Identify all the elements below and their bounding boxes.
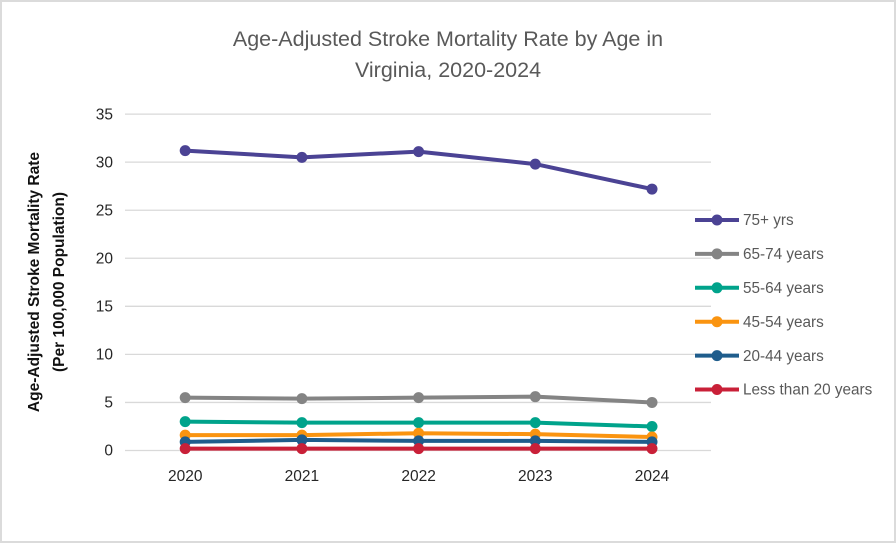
data-point-55-64-years-2020 — [179, 416, 191, 428]
y-axis-tick-label: 35 — [96, 106, 113, 123]
data-point-75-yrs-2020 — [179, 145, 191, 157]
legend-label-20-44-years: 20-44 years — [743, 348, 824, 365]
legend-marker-dot-20-44-years — [711, 350, 723, 362]
x-axis-tick-label: 2024 — [635, 468, 670, 485]
data-point-65-74-years-2022 — [413, 392, 425, 404]
data-point-55-64-years-2023 — [529, 417, 541, 429]
data-point-75-yrs-2024 — [646, 183, 658, 195]
y-axis-tick-label: 0 — [104, 443, 113, 460]
y-axis-tick-label: 25 — [96, 202, 113, 219]
data-point-less-than-20-years-2024 — [646, 443, 658, 455]
y-axis-tick-label: 20 — [96, 250, 114, 267]
data-point-less-than-20-years-2020 — [179, 443, 191, 455]
legend-marker-dot-75-yrs — [711, 214, 723, 226]
legend-label-55-64-years: 55-64 years — [743, 280, 824, 297]
data-point-20-44-years-2022 — [413, 435, 425, 447]
data-point-less-than-20-years-2022 — [413, 443, 425, 455]
x-axis-tick-label: 2023 — [518, 468, 552, 485]
data-point-75-yrs-2021 — [296, 151, 308, 163]
data-point-less-than-20-years-2023 — [529, 443, 541, 455]
data-point-55-64-years-2024 — [646, 420, 658, 432]
y-axis-tick-label: 30 — [96, 154, 114, 171]
data-point-less-than-20-years-2021 — [296, 443, 308, 455]
legend-marker-dot-55-64-years — [711, 282, 723, 294]
data-point-75-yrs-2022 — [413, 146, 425, 158]
data-point-55-64-years-2022 — [413, 417, 425, 429]
chart-title-line-1: Age-Adjusted Stroke Mortality Rate by Ag… — [232, 27, 664, 51]
legend-label-less-than-20-years: Less than 20 years — [743, 382, 873, 399]
data-point-65-74-years-2021 — [296, 393, 308, 405]
data-point-45-54-years-2022 — [413, 427, 425, 439]
data-point-20-44-years-2021 — [296, 434, 308, 446]
x-axis-tick-label: 2022 — [401, 468, 435, 485]
legend-label-75-yrs: 75+ yrs — [743, 212, 794, 229]
legend-label-45-54-years: 45-54 years — [743, 314, 824, 331]
x-axis-tick-label: 2021 — [285, 468, 319, 485]
chart-title-line-2: Virginia, 2020-2024 — [354, 58, 542, 82]
y-axis-tick-label: 10 — [96, 347, 114, 364]
legend-marker-dot-45-54-years — [711, 316, 723, 328]
data-point-65-74-years-2024 — [646, 396, 658, 408]
data-point-65-74-years-2020 — [179, 392, 191, 404]
data-point-65-74-years-2023 — [529, 391, 541, 403]
x-axis-tick-label: 2020 — [168, 468, 203, 485]
data-point-55-64-years-2021 — [296, 417, 308, 429]
y-axis-tick-label: 5 — [104, 395, 113, 412]
data-point-20-44-years-2023 — [529, 435, 541, 447]
legend-label-65-74-years: 65-74 years — [743, 246, 824, 263]
legend-marker-dot-less-than-20-years — [711, 384, 723, 395]
data-point-75-yrs-2023 — [529, 158, 541, 170]
y-axis-tick-label: 15 — [96, 299, 113, 316]
chart-title: Age-Adjusted Stroke Mortality Rate by Ag… — [2, 24, 894, 86]
legend-marker-dot-65-74-years — [711, 248, 723, 260]
